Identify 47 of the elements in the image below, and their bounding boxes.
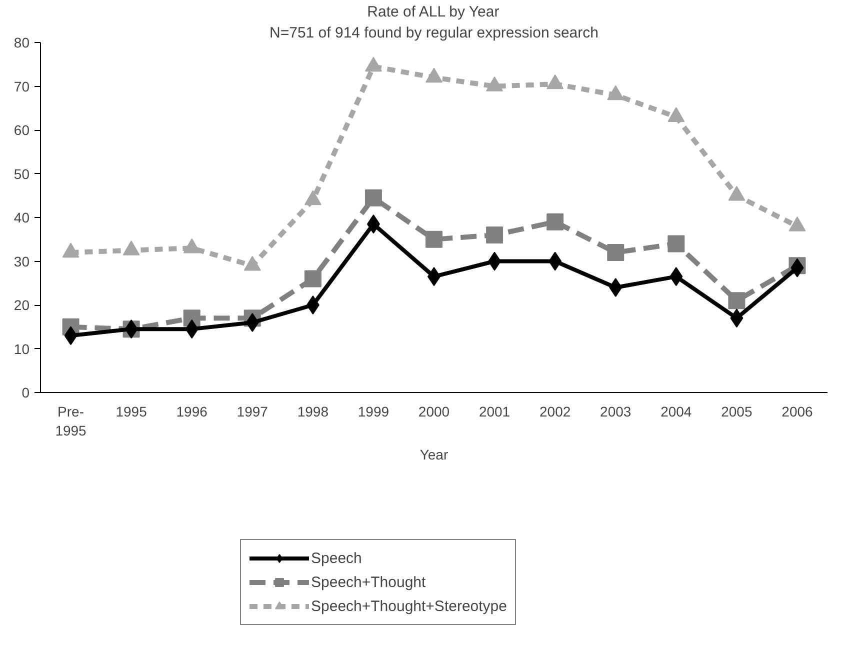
legend-label: Speech (311, 550, 362, 566)
x-axis-title: Year (420, 446, 448, 463)
point (426, 230, 442, 248)
x-tick-label: 2004 (660, 404, 692, 420)
point (546, 74, 564, 90)
x-tick-label: 1997 (236, 404, 268, 420)
x-tick-label: 2001 (478, 404, 510, 420)
y-tick-label: 70 (14, 78, 30, 94)
x-tick-label: Pre-1995 (55, 404, 87, 439)
point (546, 213, 564, 230)
y-tick-label: 30 (14, 253, 30, 270)
point (304, 270, 322, 288)
x-tick-label: 2006 (782, 404, 814, 420)
point (607, 244, 624, 261)
legend-label: Speech+Thought (311, 574, 426, 590)
point (728, 292, 746, 310)
x-tick-label: 2002 (540, 404, 571, 420)
x-tick-label: 1995 (116, 404, 148, 420)
y-tick-label: 40 (14, 210, 30, 226)
point (486, 76, 504, 92)
chart-subtitle: N=751 of 914 found by regular expression search (270, 24, 598, 42)
legend-label: Speech+Thought+Stereotype (311, 598, 507, 614)
point (246, 313, 259, 332)
point (668, 107, 685, 122)
y-tick-label: 20 (14, 297, 30, 313)
point (364, 56, 382, 72)
point (426, 68, 442, 83)
chart-title: Rate of ALL by Year (367, 4, 500, 20)
point (486, 226, 504, 244)
x-tick-label: 1996 (176, 404, 208, 420)
point (609, 278, 622, 297)
point (364, 189, 382, 206)
x-tick-label: 1999 (358, 404, 390, 420)
y-tick-label: 10 (14, 340, 30, 357)
y-tick-label: 50 (14, 166, 30, 182)
point (306, 296, 320, 314)
x-tick-label: 2005 (721, 404, 752, 420)
point (728, 186, 746, 201)
point (668, 235, 685, 252)
x-tick-label: 1998 (297, 404, 329, 420)
y-tick-label: 0 (22, 384, 30, 400)
x-tick-label: 2003 (600, 404, 632, 420)
x-tick-label: 2000 (418, 404, 450, 420)
y-tick-label: 80 (14, 34, 30, 50)
y-tick-label: 60 (14, 122, 30, 138)
point (607, 85, 624, 100)
point (304, 190, 322, 206)
